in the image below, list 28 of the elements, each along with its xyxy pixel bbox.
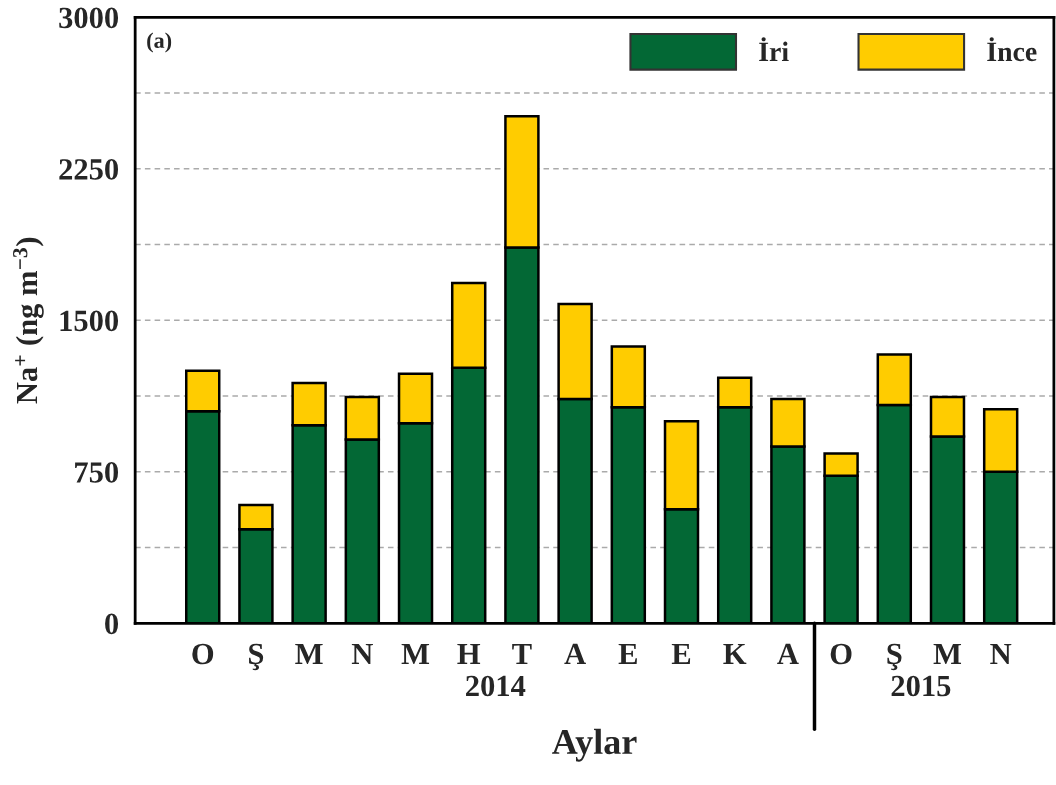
y-axis-title: Na$^{+}$ (ng m$^{−3}$) [13, 237, 44, 404]
y-tick-label: 2250 [59, 159, 119, 180]
x-axis-title: Aylar [552, 728, 637, 762]
x-tick-label: Ş [887, 643, 902, 671]
x-tick-label: O [192, 643, 214, 665]
y-tick-label: 3000 [59, 7, 119, 29]
x-tick-label: K [723, 643, 747, 664]
y-tick-label: 1500 [60, 310, 119, 332]
x-tick-label: M [933, 643, 962, 664]
x-tick-label: N [990, 643, 1012, 664]
x-tick-label: E [618, 643, 637, 664]
legend-label: İri [759, 37, 789, 61]
text: 2014 [466, 675, 526, 697]
x-tick-label: M [295, 643, 323, 664]
x-tick-label: Ş [249, 643, 264, 671]
x-tick-label: H [457, 643, 481, 664]
y-tick-label: 0 [105, 613, 119, 635]
x-tick-label: A [564, 643, 586, 664]
x-tick-label: N [351, 643, 373, 664]
x-tick-label: T [512, 643, 532, 664]
legend-label: İnce [987, 37, 1037, 62]
x-tick-label: E [671, 643, 691, 664]
text: 2015 [891, 675, 951, 697]
x-tick-label: M [401, 643, 430, 664]
x-tick-label: A [777, 643, 799, 664]
x-tick-label: O [830, 643, 852, 665]
y-tick-label: 750 [75, 462, 119, 483]
annotation: (a) [147, 32, 172, 53]
